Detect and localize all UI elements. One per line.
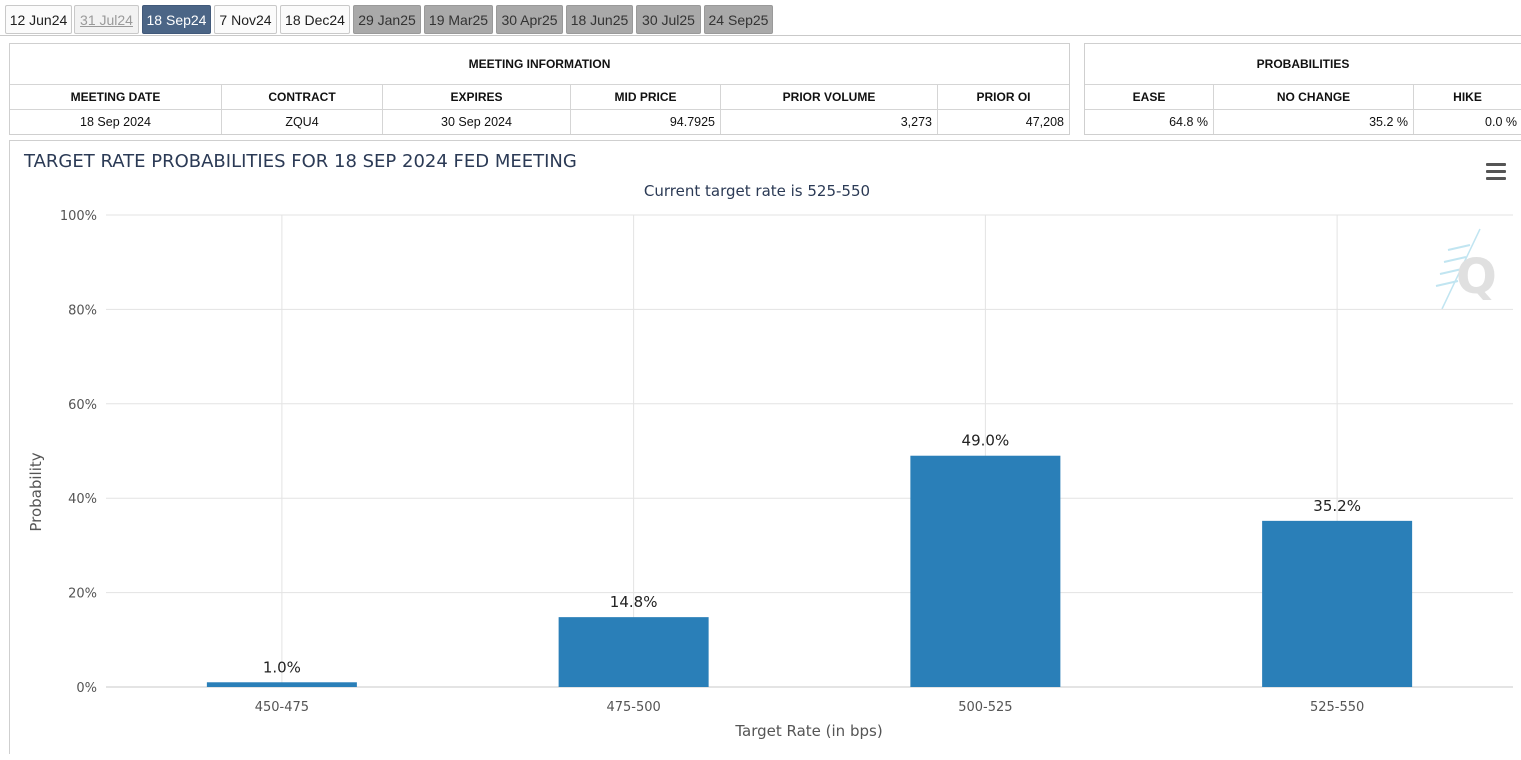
value-prior-volume: 3,273 xyxy=(900,115,932,129)
bar-450-475[interactable] xyxy=(206,682,357,687)
x-axis-label: Target Rate (in bps) xyxy=(734,722,882,740)
tab-30-apr25[interactable]: 30 Apr25 xyxy=(496,5,563,34)
meeting-information-title: MEETING INFORMATION xyxy=(10,44,1069,85)
meeting-tabs: 12 Jun24 31 Jul24 18 Sep24 7 Nov24 18 De… xyxy=(0,0,1521,36)
chart-title: TARGET RATE PROBABILITIES FOR 18 SEP 202… xyxy=(23,151,577,172)
header-hike: HIKE xyxy=(1414,85,1521,110)
tab-24-sep25[interactable]: 24 Sep25 xyxy=(704,5,773,34)
value-contract: ZQU4 xyxy=(285,115,319,129)
data-label-525-550: 35.2% xyxy=(1313,497,1361,515)
tab-31-jul24[interactable]: 31 Jul24 xyxy=(74,5,139,34)
value-ease: 64.8 % xyxy=(1169,115,1208,129)
svg-text:Q: Q xyxy=(1456,249,1497,305)
header-ease: EASE xyxy=(1085,85,1213,110)
tab-19-mar25[interactable]: 19 Mar25 xyxy=(424,5,493,34)
tab-18-dec24[interactable]: 18 Dec24 xyxy=(280,5,350,34)
y-tick-label: 100% xyxy=(60,209,97,224)
tab-30-jul25[interactable]: 30 Jul25 xyxy=(636,5,701,34)
data-label-475-500: 14.8% xyxy=(610,593,658,611)
data-label-500-525: 49.0% xyxy=(962,432,1010,450)
probabilities-title: PROBABILITIES xyxy=(1085,44,1521,85)
y-tick-label: 40% xyxy=(68,492,97,507)
value-no-change: 35.2 % xyxy=(1369,115,1408,129)
value-meeting-date: 18 Sep 2024 xyxy=(80,115,151,129)
y-tick-label: 60% xyxy=(68,398,97,413)
bar-525-550[interactable] xyxy=(1262,520,1413,687)
tab-7-nov24[interactable]: 7 Nov24 xyxy=(214,5,277,34)
value-expires: 30 Sep 2024 xyxy=(441,115,512,129)
meeting-information-panel: MEETING INFORMATION MEETING DATE CONTRAC… xyxy=(9,43,1070,135)
bar-500-525[interactable] xyxy=(910,455,1061,687)
tab-29-jan25[interactable]: 29 Jan25 xyxy=(353,5,421,34)
header-prior-oi: PRIOR OI xyxy=(938,85,1069,110)
header-expires: EXPIRES xyxy=(383,85,570,110)
chart-subtitle: Current target rate is 525-550 xyxy=(644,182,870,200)
header-prior-volume: PRIOR VOLUME xyxy=(721,85,937,110)
tab-12-jun24[interactable]: 12 Jun24 xyxy=(5,5,72,34)
header-contract: CONTRACT xyxy=(222,85,382,110)
hamburger-menu-icon[interactable] xyxy=(1484,161,1506,181)
header-meeting-date: MEETING DATE xyxy=(10,85,221,110)
target-rate-chart: TARGET RATE PROBABILITIES FOR 18 SEP 202… xyxy=(9,140,1521,754)
chart-svg: TARGET RATE PROBABILITIES FOR 18 SEP 202… xyxy=(23,151,1513,740)
x-tick-label: 525-550 xyxy=(1310,700,1364,715)
bar-475-500[interactable] xyxy=(558,617,709,687)
value-mid-price: 94.7925 xyxy=(669,115,715,129)
y-axis-label: Probability xyxy=(27,452,45,531)
value-prior-oi: 47,208 xyxy=(1025,115,1064,129)
x-tick-label: 475-500 xyxy=(606,700,660,715)
tab-18-sep24[interactable]: 18 Sep24 xyxy=(142,5,211,34)
y-tick-label: 80% xyxy=(68,303,97,318)
q-logo-watermark: Q xyxy=(1435,228,1497,310)
x-tick-label: 500-525 xyxy=(958,700,1012,715)
value-hike: 0.0 % xyxy=(1485,115,1517,129)
header-mid-price: MID PRICE xyxy=(571,85,720,110)
header-no-change: NO CHANGE xyxy=(1214,85,1413,110)
tab-18-jun25[interactable]: 18 Jun25 xyxy=(566,5,633,34)
probabilities-panel: PROBABILITIES EASE NO CHANGE HIKE 64.8 %… xyxy=(1084,43,1521,135)
y-tick-label: 0% xyxy=(76,681,97,696)
data-label-450-475: 1.0% xyxy=(263,658,301,676)
y-tick-label: 20% xyxy=(68,587,97,602)
x-tick-label: 450-475 xyxy=(255,700,309,715)
